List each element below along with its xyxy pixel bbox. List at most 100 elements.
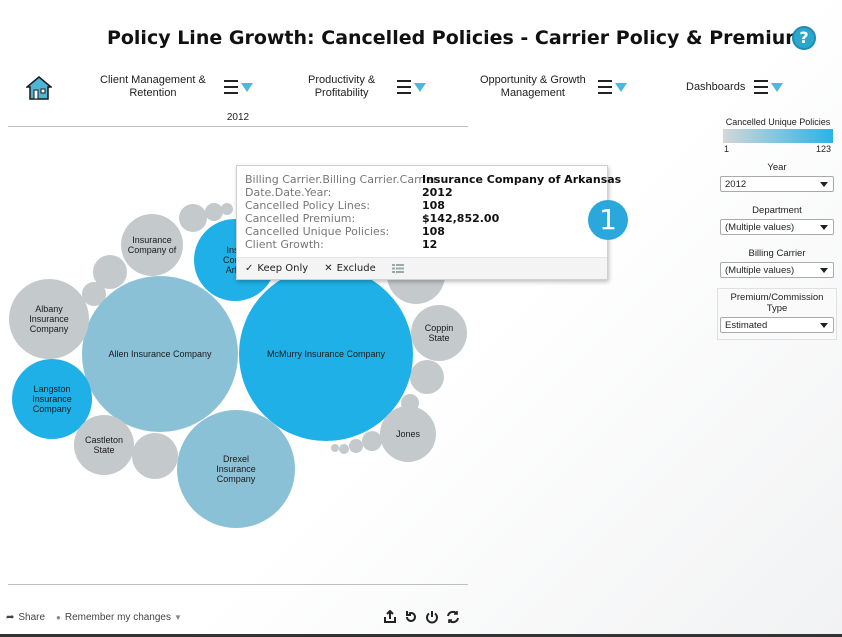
pause-power-icon[interactable] (425, 610, 439, 624)
filter-department: Department (Multiple values) (720, 205, 834, 235)
legend-min: 1 (724, 144, 730, 154)
bubble-label: Drexel Insurance Company (216, 454, 256, 484)
premium-type-select[interactable]: Estimated (720, 317, 834, 333)
exclude-label: Exclude (336, 263, 376, 274)
keep-only-label: Keep Only (257, 263, 309, 274)
chevron-down-icon (820, 224, 828, 230)
bubble-label: Langston Insurance Company (32, 384, 72, 414)
nav-menu-toggle[interactable] (754, 80, 784, 94)
chevron-down-icon (820, 267, 828, 273)
nav-menu-toggle[interactable] (597, 80, 627, 94)
nav-label: Opportunity & Growth (480, 74, 586, 86)
tooltip-key: Billing Carrier.Billing Carrier.Carrier: (245, 173, 441, 186)
bubble-unlabeled[interactable] (349, 439, 363, 453)
nav-menu-toggle[interactable] (223, 80, 253, 94)
nav-client-management[interactable]: Client Management & Retention (100, 74, 253, 100)
nav-label: Retention (129, 87, 177, 99)
nav-menu-toggle[interactable] (397, 80, 427, 94)
exclude-button[interactable]: ✕ Exclude (324, 263, 376, 274)
dot-icon: ● (56, 613, 61, 622)
tooltip-row: Date.Date.Year: 2012 (245, 186, 607, 199)
hamburger-icon (397, 80, 412, 94)
bubble-unlabeled[interactable] (205, 203, 223, 221)
dropdown-arrow-icon (614, 82, 627, 92)
share-button[interactable]: ➦ Share (6, 612, 45, 623)
tooltip: Billing Carrier.Billing Carrier.Carrier:… (236, 165, 621, 280)
bubble[interactable]: McMurry Insurance Company (239, 267, 413, 441)
bubble[interactable]: Allen Insurance Company (82, 276, 238, 432)
bubble-unlabeled[interactable] (221, 203, 233, 215)
bubble-label: Albany Insurance Company (29, 304, 69, 334)
tooltip-row: Billing Carrier.Billing Carrier.Carrier:… (245, 173, 621, 186)
bubble[interactable]: Castleton State (74, 415, 134, 475)
tooltip-value: 12 (422, 238, 438, 251)
bottom-border (0, 634, 842, 637)
divider (8, 126, 468, 127)
nav-opportunity[interactable]: Opportunity & Growth Management (480, 74, 627, 100)
hamburger-icon (597, 80, 612, 94)
nav-productivity[interactable]: Productivity & Profitability (308, 74, 427, 100)
tooltip-value: 108 (422, 199, 445, 212)
callout-badge: 1 (588, 200, 628, 240)
help-icon[interactable]: ? (792, 26, 816, 50)
dropdown-arrow-icon (240, 82, 253, 92)
keep-only-button[interactable]: ✓ Keep Only (245, 263, 308, 274)
divider (8, 584, 468, 585)
nav-dashboards[interactable]: Dashboards (686, 80, 784, 94)
chevron-down-icon (820, 181, 828, 187)
tooltip-value: 2012 (422, 186, 453, 199)
bubble-label: Castleton State (84, 435, 124, 455)
bubble[interactable]: Drexel Insurance Company (177, 410, 295, 528)
tooltip-value: 108 (422, 225, 445, 238)
year-select[interactable]: 2012 (720, 176, 834, 192)
view-data-icon[interactable] (391, 264, 404, 273)
tooltip-key: Cancelled Policy Lines: (245, 199, 371, 212)
bubble-unlabeled[interactable] (339, 444, 349, 454)
tooltip-value: Insurance Company of Arkansas (422, 173, 622, 186)
tooltip-row: Cancelled Policy Lines: 108 (245, 199, 607, 212)
remember-changes-button[interactable]: ● Remember my changes ▼ (56, 612, 182, 623)
bubble-unlabeled[interactable] (179, 204, 207, 232)
bubble[interactable]: Coppin State (411, 305, 467, 361)
refresh-icon[interactable] (446, 610, 460, 624)
dropdown-arrow-icon (414, 82, 427, 92)
hamburger-icon (754, 80, 769, 94)
download-icon[interactable] (383, 610, 397, 624)
bubble-label: Jones (395, 429, 421, 439)
filter-year: Year 2012 (720, 162, 834, 192)
chevron-down-icon (820, 322, 828, 328)
bubble-unlabeled[interactable] (410, 360, 444, 394)
check-icon: ✓ (245, 263, 254, 274)
bubble-label: McMurry Insurance Company (266, 349, 386, 359)
department-select[interactable]: (Multiple values) (720, 219, 834, 235)
tooltip-key: Cancelled Unique Policies: (245, 225, 390, 238)
bubble-unlabeled[interactable] (132, 433, 178, 479)
bubble-label: Allen Insurance Company (108, 349, 212, 359)
bubble-label: Insu Comp Arka (222, 245, 247, 275)
legend-color-ramp (723, 129, 833, 143)
home-icon[interactable] (26, 76, 52, 100)
revert-icon[interactable] (404, 610, 418, 624)
x-icon: ✕ (324, 263, 333, 274)
caret-down-icon: ▼ (174, 613, 182, 622)
tooltip-row: Cancelled Unique Policies: 108 (245, 225, 607, 238)
dropdown-arrow-icon (771, 82, 784, 92)
select-value: 2012 (725, 178, 747, 190)
legend-max: 123 (816, 144, 832, 154)
bubble-unlabeled[interactable] (331, 444, 339, 452)
bubble[interactable]: Jones (380, 406, 436, 462)
filter-label: Premium/Commission Type (730, 292, 824, 314)
bubble-unlabeled[interactable] (362, 431, 382, 451)
bubble-label: Coppin State (424, 323, 454, 343)
nav-label: Management (500, 87, 565, 99)
select-value: Estimated (725, 319, 768, 331)
footer-toolbar (376, 610, 460, 624)
filter-billing-carrier: Billing Carrier (Multiple values) (720, 248, 834, 278)
filter-label: Billing Carrier (748, 248, 806, 259)
select-value: (Multiple values) (725, 264, 795, 276)
bubble[interactable]: Langston Insurance Company (12, 359, 92, 439)
nav-label: Profitability (314, 87, 369, 99)
bubble[interactable]: Albany Insurance Company (9, 279, 89, 359)
billing-carrier-select[interactable]: (Multiple values) (720, 262, 834, 278)
bubble[interactable]: Insurance Company of (121, 214, 183, 276)
